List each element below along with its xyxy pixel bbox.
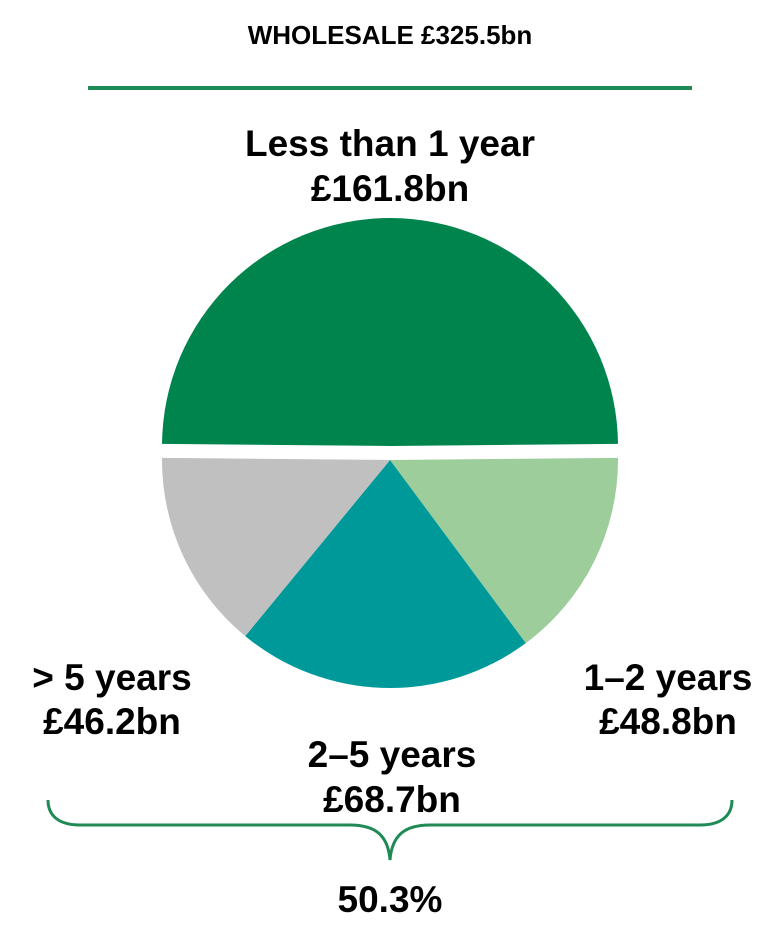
chart-title: WHOLESALE £325.5bn	[248, 20, 533, 50]
pie-slice-less-than-1-year	[162, 218, 618, 446]
slice-label-less-than-1-year: Less than 1 year	[245, 123, 535, 164]
pie-slice-2-5-years	[245, 460, 526, 688]
slice-label-over-5-years: > 5 years	[32, 657, 191, 698]
curly-bracket	[46, 799, 734, 861]
slice-value-less-than-1-year: £161.8bn	[311, 168, 469, 209]
slice-value-over-5-years: £46.2bn	[43, 701, 181, 742]
slice-label-2-5-years: 2–5 years	[308, 734, 477, 775]
slice-value-1-2-years: £48.8bn	[599, 701, 737, 742]
slice-value-2-5-years: £68.7bn	[323, 779, 461, 820]
pie-slice-1-2-years	[390, 457, 618, 644]
bracket-percentage: 50.3%	[338, 879, 443, 920]
slice-label-1-2-years: 1–2 years	[584, 657, 753, 698]
pie-slices	[162, 218, 618, 688]
pie-slice-5-years	[162, 457, 390, 637]
